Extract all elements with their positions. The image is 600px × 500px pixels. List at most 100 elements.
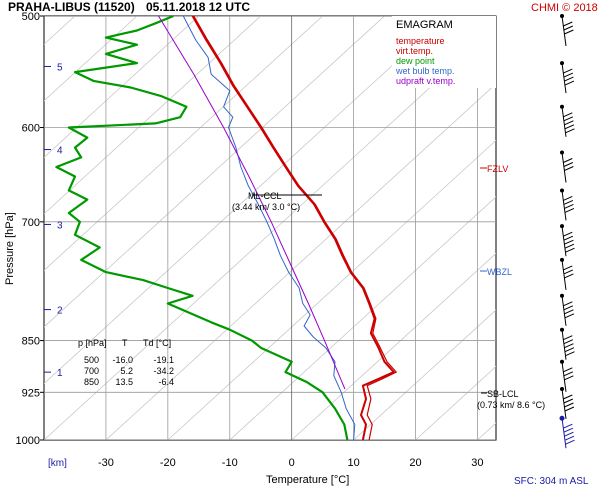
- wind-barb-feather: [564, 375, 574, 381]
- table-cell-p: 700: [84, 366, 99, 376]
- copyright-label: CHMI © 2018: [531, 2, 598, 14]
- wind-barb-shaft: [561, 418, 567, 449]
- legend-item-updraft: udpraft v.temp.: [396, 76, 455, 86]
- wind-barb-feather: [563, 394, 573, 400]
- series-wet-bulb-temp-line: [182, 16, 356, 440]
- wind-barb-feather: [564, 207, 575, 213]
- wind-barb-feather: [563, 339, 574, 345]
- wind-barb-feather: [564, 402, 574, 408]
- wind-barb-feather: [565, 439, 575, 445]
- wind-barb-feather: [563, 199, 574, 205]
- wind-barb: [560, 61, 575, 94]
- wind-barb: [560, 327, 575, 360]
- wind-barb-shaft: [561, 361, 567, 392]
- wind-barb-feather: [564, 124, 575, 130]
- series-virt-temp-line: [193, 16, 397, 440]
- wbzl-label: WBZL: [487, 267, 512, 277]
- table-cell-p: 850: [84, 377, 99, 387]
- km-axis-label: [km]: [48, 458, 67, 469]
- wind-barb-feather: [563, 301, 573, 307]
- annotation-fzlv: FZLV: [480, 164, 508, 174]
- wind-barb-feather: [564, 120, 574, 126]
- wind-barb-feather: [564, 29, 574, 35]
- wind-barb-feather: [563, 427, 574, 433]
- wind-barb-shaft: [561, 329, 567, 360]
- adiabat-line: [44, 16, 385, 328]
- wind-barb-feather: [564, 406, 575, 412]
- series-dew-point-line: [55, 16, 349, 440]
- legend: EMAGRAM temperature virt.temp. dew point…: [392, 16, 496, 88]
- wind-barb-feather: [565, 128, 575, 134]
- wind-barb-feather: [563, 112, 573, 118]
- sb-lcl-value: (0.73 km/ 8.6 °C): [477, 400, 545, 410]
- ml-ccl-label: ML-CCL: [248, 191, 282, 201]
- table-cell-t: -16.0: [112, 355, 133, 365]
- wind-barb-feather: [564, 347, 575, 353]
- wind-barb-feather: [563, 231, 573, 237]
- wind-barb: [560, 188, 575, 221]
- wind-barb-feather: [563, 195, 573, 201]
- wind-barb-feather: [563, 265, 573, 271]
- wind-barb-shaft: [561, 226, 567, 257]
- wind-barb-feather: [564, 273, 574, 279]
- wind-barb-shaft: [561, 15, 567, 47]
- adiabat-line: [44, 16, 138, 102]
- chart-date: 05.11.2018 12 UTC: [146, 0, 250, 14]
- series-udpraft-v-temp-line: [158, 16, 346, 390]
- chart-title: PRAHA-LIBUS (11520): [8, 0, 135, 14]
- wind-barb: [560, 293, 575, 326]
- adiabat-line: [44, 16, 261, 215]
- wind-barb-feather: [563, 269, 574, 275]
- wind-barb-feather: [564, 309, 574, 315]
- wind-barb: [560, 386, 575, 420]
- wind-barb-feather: [563, 235, 574, 241]
- wind-barb-shaft: [561, 63, 567, 94]
- wind-barb-feather: [564, 76, 574, 82]
- wind-barb-feather: [563, 367, 573, 373]
- pressure-tick-label: 500: [22, 11, 40, 23]
- table-cell-t: 5.2: [120, 366, 133, 376]
- legend-title: EMAGRAM: [396, 19, 453, 31]
- adiabat-line: [229, 196, 496, 440]
- wind-barb-feather: [563, 116, 574, 122]
- pressure-tick-label: 600: [22, 123, 40, 135]
- legend-item-wet-bulb: wet bulb temp.: [395, 66, 455, 76]
- adiabat-line: [353, 309, 496, 440]
- wind-barb-feather: [563, 371, 574, 377]
- table-cell-td: -34.2: [153, 366, 174, 376]
- adiabat-line: [44, 16, 447, 385]
- table-cell-td: -19.1: [153, 355, 174, 365]
- wind-barb-feather: [563, 158, 573, 163]
- adiabat-line: [44, 16, 323, 271]
- wind-barb-feather: [563, 423, 573, 429]
- temperature-tick-label: -20: [160, 457, 176, 469]
- ml-ccl-value: (3.44 km/ 3.0 °C): [232, 202, 300, 212]
- annotation-wbzl: WBZL: [480, 267, 512, 277]
- adiabat-line: [415, 365, 496, 440]
- legend-item-temperature: temperature: [396, 36, 445, 46]
- wind-barb-feather: [564, 243, 575, 249]
- wind-barb-feather: [564, 313, 575, 319]
- wind-barb: [560, 104, 575, 137]
- temperature-tick-label: -10: [222, 457, 238, 469]
- height-km-tick-label: 5: [57, 62, 63, 73]
- wind-barb-feather: [563, 305, 574, 311]
- height-km-tick-label: 4: [57, 146, 63, 157]
- adiabat-line: [539, 16, 600, 440]
- wind-barb-feather: [564, 435, 575, 441]
- wind-barb-feather: [564, 239, 574, 245]
- y-axis-label: Pressure [hPa]: [4, 212, 16, 285]
- legend-item-virt-temp: virt.temp.: [396, 46, 433, 56]
- surface-elevation-label: SFC: 304 m ASL: [514, 476, 589, 487]
- wind-barb-feather: [563, 72, 574, 78]
- table-header-t: T: [122, 338, 128, 348]
- wind-barb-feather: [563, 21, 573, 27]
- x-axis-label: Temperature [°C]: [266, 474, 349, 486]
- temperature-tick-label: -30: [98, 457, 114, 469]
- series-temperature-line: [191, 16, 395, 440]
- wind-barb-feather: [563, 335, 573, 341]
- wind-barb-shaft: [561, 106, 567, 137]
- wind-barb-shaft: [561, 190, 567, 221]
- table-cell-td: -6.4: [158, 377, 174, 387]
